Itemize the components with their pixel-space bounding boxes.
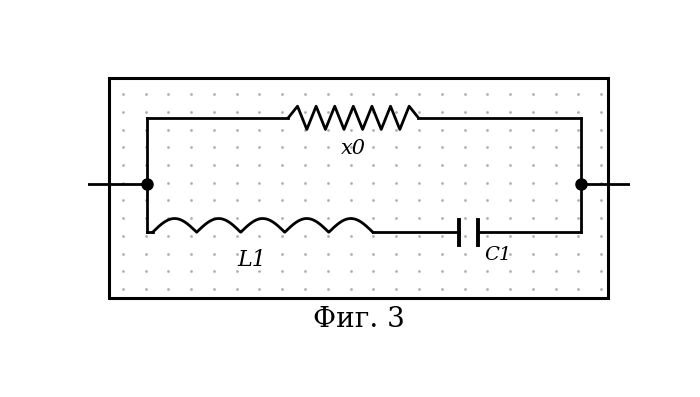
Bar	[109, 78, 608, 298]
Text: C1: C1	[484, 246, 512, 264]
Text: x0: x0	[341, 139, 366, 158]
Text: L1: L1	[237, 249, 266, 271]
Text: Фиг. 3: Фиг. 3	[313, 306, 405, 333]
